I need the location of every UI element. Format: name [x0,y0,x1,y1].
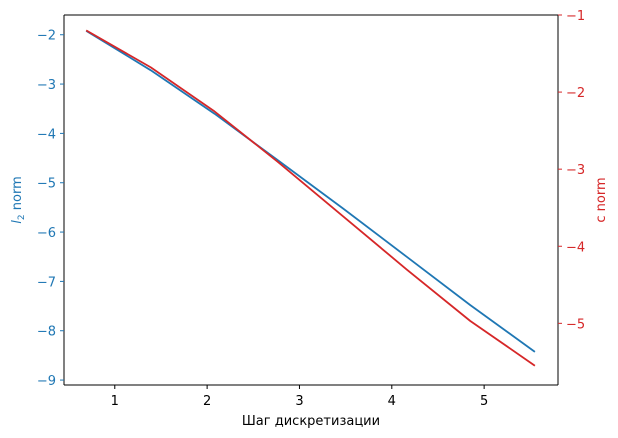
x-tick-label: 1 [111,394,119,409]
left-y-tick-label: −8 [37,325,56,340]
right-y-tick-label: −3 [566,163,585,178]
left-y-axis-label-main: l [10,220,25,224]
left-y-tick-label: −7 [37,275,56,290]
right-y-tick-label: −5 [566,317,585,332]
x-tick-label: 3 [295,394,303,409]
series-line-c-norm [85,29,536,367]
right-y-tick-label: −2 [566,86,585,101]
left-y-tick-label: −6 [37,226,56,241]
left-y-axis-label: l2 norm [10,176,27,223]
left-y-axis-label-rest: norm [10,176,25,214]
series-line-l2-norm [85,30,536,353]
left-y-tick-label: −4 [37,127,56,142]
x-tick-label: 4 [388,394,396,409]
right-y-tick-label: −4 [566,240,585,255]
left-y-axis-label-sub: 2 [17,214,27,220]
right-y-tick-label: −1 [566,9,585,24]
right-y-axis-label: c norm [594,177,609,222]
left-y-tick-label: −2 [37,29,56,44]
x-tick-label: 5 [480,394,488,409]
left-y-tick-label: −3 [37,78,56,93]
left-y-tick-label: −9 [37,374,56,389]
left-y-tick-label: −5 [37,177,56,192]
x-tick-label: 2 [203,394,211,409]
x-axis-label: Шаг дискретизации [242,414,380,429]
